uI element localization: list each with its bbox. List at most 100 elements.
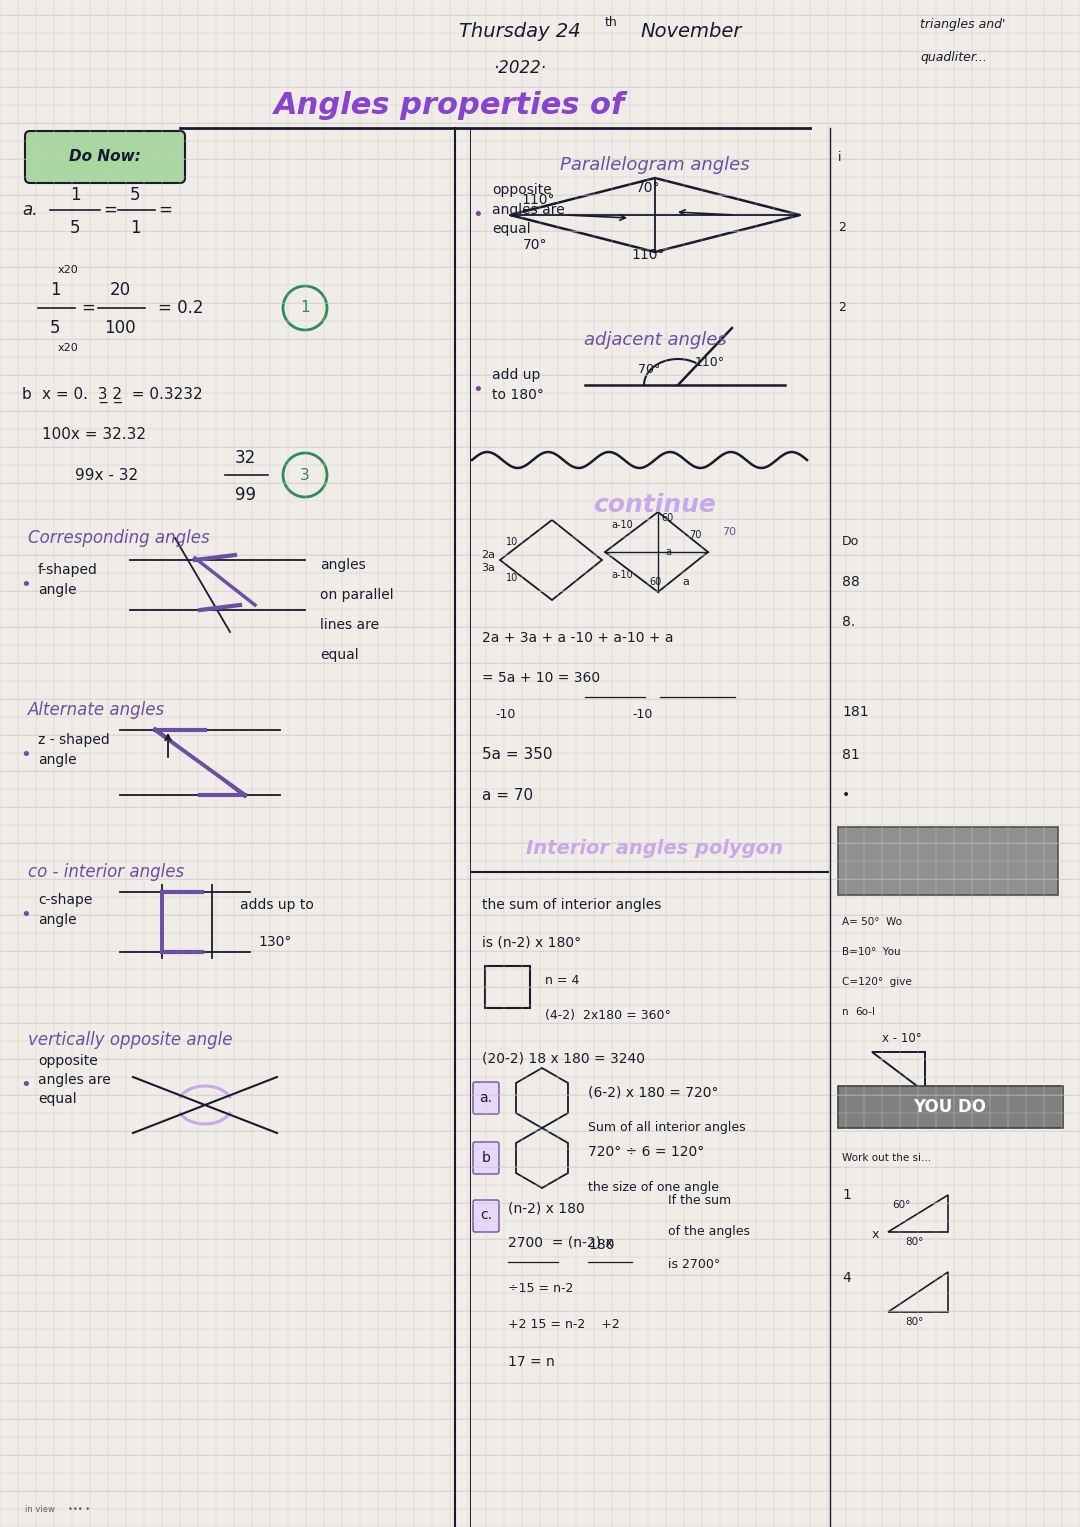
Text: f-shaped
angle: f-shaped angle xyxy=(38,563,98,597)
Text: 70°: 70° xyxy=(637,363,660,377)
Text: lines are: lines are xyxy=(320,618,379,632)
Text: 32: 32 xyxy=(234,449,256,467)
Text: 110°: 110° xyxy=(522,192,555,208)
Text: 60°: 60° xyxy=(892,1200,910,1209)
Text: =: = xyxy=(158,202,172,218)
Text: A= 50°  Wo: A= 50° Wo xyxy=(842,918,902,927)
Text: z - shaped
angle: z - shaped angle xyxy=(38,733,110,767)
Text: 1: 1 xyxy=(70,186,80,205)
Text: 10: 10 xyxy=(505,538,518,547)
Text: a.: a. xyxy=(22,202,38,218)
Text: n = 4: n = 4 xyxy=(545,974,579,986)
Bar xyxy=(838,1086,1063,1128)
Text: is 2700°: is 2700° xyxy=(669,1258,720,1272)
Text: Do Now:: Do Now: xyxy=(69,150,140,165)
Text: n: n xyxy=(842,1006,849,1017)
Text: opposite
angles are
equal: opposite angles are equal xyxy=(492,183,565,237)
Bar xyxy=(838,828,1058,895)
Text: 80°: 80° xyxy=(905,1316,923,1327)
Text: c.: c. xyxy=(480,1208,492,1222)
Text: -10: -10 xyxy=(632,709,652,721)
Text: 5: 5 xyxy=(70,218,80,237)
Text: 110°: 110° xyxy=(631,247,665,263)
Text: a-10: a-10 xyxy=(611,570,633,580)
Text: vertically opposite angle: vertically opposite angle xyxy=(28,1031,232,1049)
Text: 70°: 70° xyxy=(636,182,660,195)
Text: 2700  = (n-2) x: 2700 = (n-2) x xyxy=(508,1235,613,1249)
Text: 110°: 110° xyxy=(696,356,725,368)
Text: Interior angles polygon: Interior angles polygon xyxy=(527,838,783,858)
Text: ·2022·: ·2022· xyxy=(494,60,546,76)
Text: a-10: a-10 xyxy=(611,521,633,530)
Text: Alternate angles: Alternate angles xyxy=(28,701,165,719)
Text: +2 15 = n-2    +2: +2 15 = n-2 +2 xyxy=(508,1318,620,1332)
Bar xyxy=(485,967,530,1008)
Text: (20-2) 18 x 180 = 3240: (20-2) 18 x 180 = 3240 xyxy=(482,1051,645,1064)
Text: add up
to 180°: add up to 180° xyxy=(492,368,544,402)
Text: a: a xyxy=(681,577,689,586)
Text: •: • xyxy=(21,906,30,924)
Text: 4: 4 xyxy=(842,1270,851,1286)
Text: the size of one angle: the size of one angle xyxy=(588,1182,719,1194)
Text: •: • xyxy=(21,747,30,764)
FancyBboxPatch shape xyxy=(473,1142,499,1174)
Text: angles: angles xyxy=(320,557,366,573)
Text: quadliter...: quadliter... xyxy=(920,52,987,64)
Text: •: • xyxy=(21,1077,30,1093)
Text: YOU DO: YOU DO xyxy=(914,1098,986,1116)
Text: x20: x20 xyxy=(57,266,79,275)
Text: •: • xyxy=(472,382,483,399)
Text: =: = xyxy=(103,202,117,218)
Text: •: • xyxy=(842,788,850,802)
Text: 5a = 350: 5a = 350 xyxy=(482,748,553,762)
Text: 181: 181 xyxy=(842,705,868,719)
Text: b: b xyxy=(482,1151,490,1165)
Text: 60: 60 xyxy=(649,577,661,586)
Text: a.: a. xyxy=(480,1090,492,1106)
Text: 180: 180 xyxy=(588,1238,615,1252)
Text: =: = xyxy=(81,299,95,318)
Text: 100x = 32.32: 100x = 32.32 xyxy=(42,428,146,443)
Text: (6-2) x 180 = 720°: (6-2) x 180 = 720° xyxy=(588,1086,718,1099)
Text: 1: 1 xyxy=(130,218,140,237)
Text: •: • xyxy=(21,576,30,594)
Text: B=10°  You: B=10° You xyxy=(842,947,901,957)
Text: x20: x20 xyxy=(57,344,79,353)
Text: 70: 70 xyxy=(690,530,702,541)
Text: 2: 2 xyxy=(838,221,846,235)
Text: 130°: 130° xyxy=(258,935,292,948)
Text: = 5a + 10 = 360: = 5a + 10 = 360 xyxy=(482,670,600,686)
Text: 20: 20 xyxy=(109,281,131,299)
Text: = 0.2: = 0.2 xyxy=(158,299,203,318)
Text: Angles properties of: Angles properties of xyxy=(274,90,625,119)
Text: 1: 1 xyxy=(842,1188,851,1202)
Text: 3: 3 xyxy=(300,467,310,483)
Text: 17 = n: 17 = n xyxy=(508,1354,555,1370)
Text: Do: Do xyxy=(842,536,860,548)
Text: 6o-l: 6o-l xyxy=(855,1006,875,1017)
Text: 100: 100 xyxy=(104,319,136,337)
Text: 8.: 8. xyxy=(842,615,855,629)
Text: 2: 2 xyxy=(838,301,846,315)
Text: is (n-2) x 180°: is (n-2) x 180° xyxy=(482,935,581,948)
Text: adds up to: adds up to xyxy=(240,898,314,912)
Text: co - interior angles: co - interior angles xyxy=(28,863,184,881)
Text: 2a: 2a xyxy=(481,550,495,560)
Text: a: a xyxy=(665,547,671,557)
Text: 70: 70 xyxy=(723,527,737,538)
Text: Corresponding angles: Corresponding angles xyxy=(28,528,210,547)
Text: ÷15 = n-2: ÷15 = n-2 xyxy=(508,1281,573,1295)
Text: 2a + 3a + a -10 + a-10 + a: 2a + 3a + a -10 + a-10 + a xyxy=(482,631,674,644)
Text: c-shape
angle: c-shape angle xyxy=(38,893,93,927)
Text: i: i xyxy=(838,151,841,165)
FancyBboxPatch shape xyxy=(25,131,185,183)
Text: 5: 5 xyxy=(130,186,140,205)
FancyBboxPatch shape xyxy=(473,1200,499,1232)
Text: Thursday 24: Thursday 24 xyxy=(459,23,581,41)
Text: 5: 5 xyxy=(50,319,60,337)
Text: 60: 60 xyxy=(662,513,674,524)
Text: 81: 81 xyxy=(842,748,860,762)
Text: continue: continue xyxy=(594,493,716,518)
Text: 99x - 32: 99x - 32 xyxy=(75,467,138,483)
Text: November: November xyxy=(640,23,741,41)
